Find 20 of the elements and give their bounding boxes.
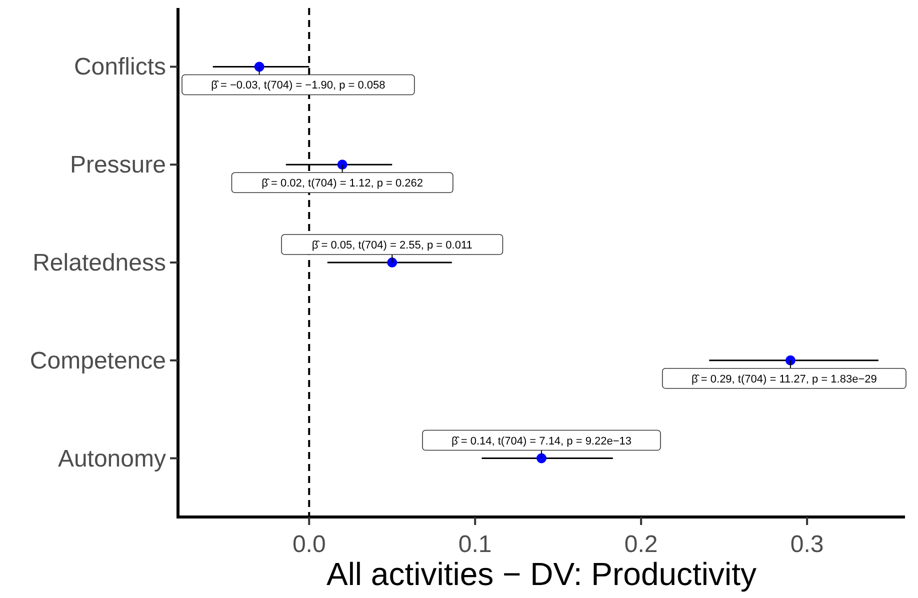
point [254,62,264,72]
x-axis-title: All activities − DV: Productivity [326,556,757,592]
annotation: β̂ = 0.05, t(704) = 2.55, p = 0.011 [312,240,472,252]
y-tick-label: Competence [30,347,166,374]
y-tick-label: Autonomy [58,445,166,472]
x-tick-label: 0.3 [790,531,824,558]
y-tick-label: Pressure [70,152,166,179]
y-tick-label: Conflicts [74,54,166,81]
x-tick-label: 0.0 [292,531,326,558]
point [337,160,348,170]
annotation: β̂ = −0.03, t(704) = −1.90, p = 0.058 [211,80,386,92]
point [387,258,398,268]
point [785,355,796,366]
annotation: β̂ = 0.02, t(704) = 1.12, p = 0.262 [262,178,423,190]
point [536,453,546,464]
annotation: β̂ = 0.14, t(704) = 7.14, p = 9.22e−13 [451,435,632,448]
annotation: β̂ = 0.29, t(704) = 11.27, p = 1.83e−29 [692,373,877,386]
x-tick-label: 0.1 [458,531,492,558]
y-tick-label: Relatedness [32,250,166,276]
x-tick-label: 0.2 [624,531,658,558]
